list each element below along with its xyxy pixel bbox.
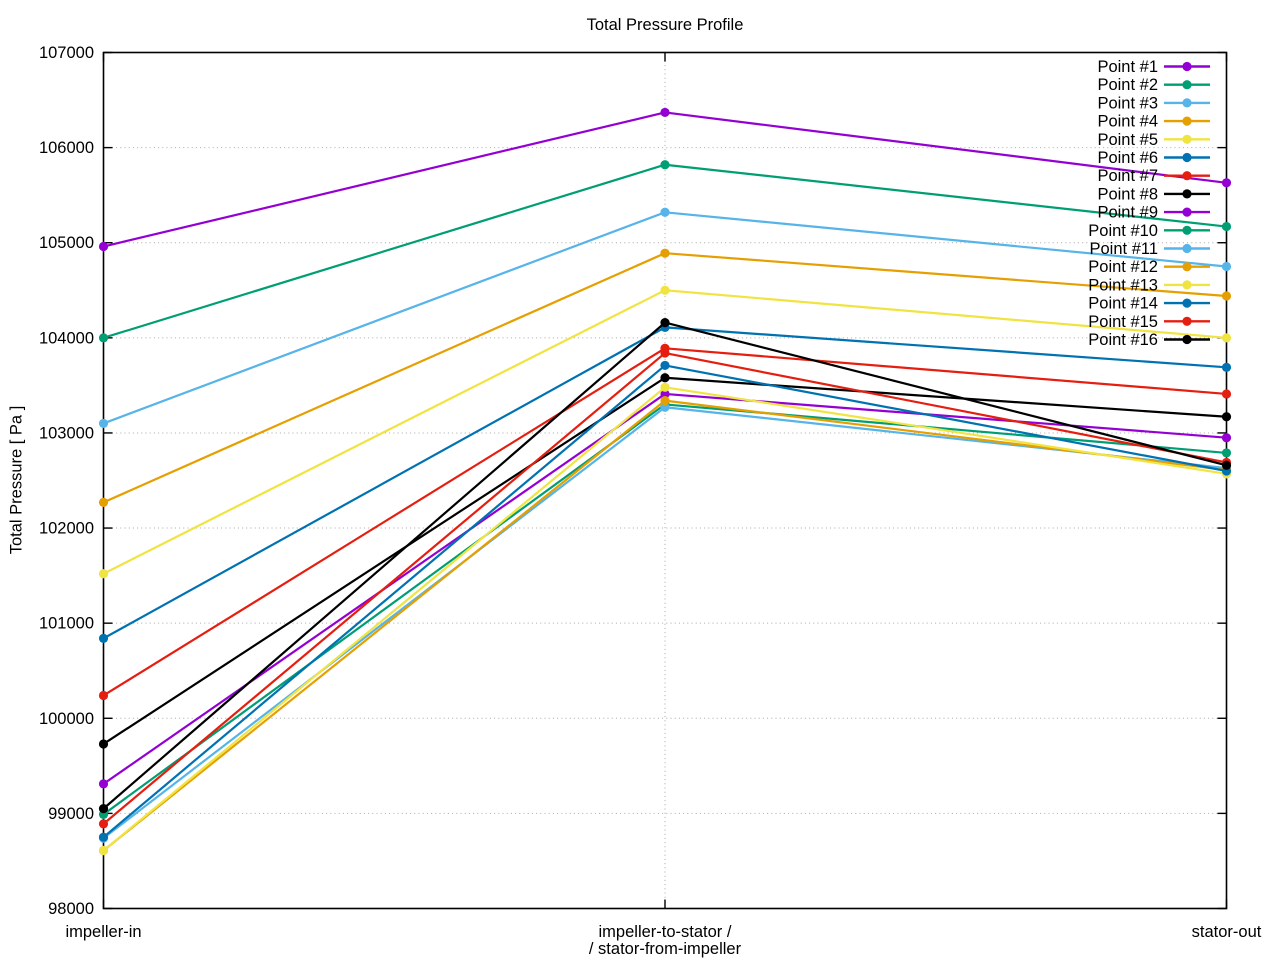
data-point-series5-x1: [660, 285, 670, 295]
y-tick-label-107000: 107000: [39, 44, 94, 62]
data-point-series6-x2: [1221, 362, 1232, 372]
data-point-series4-x0: [98, 497, 109, 507]
series-line-5: [103, 289, 1227, 575]
legend-sample-marker-11: [1182, 243, 1192, 254]
x-tick-label-1-line-0: impeller-to-stator /: [599, 923, 732, 941]
legend-label-6: Point #6: [1097, 149, 1158, 167]
data-point-series3-x0: [98, 418, 109, 429]
series-line-14: [102, 364, 1227, 839]
data-point-series9-x1: [660, 389, 670, 399]
x-tick-label-1-line-1: / stator-from-impeller: [589, 940, 742, 958]
data-point-series1-x2: [1221, 178, 1232, 188]
y-tick-label-98000: 98000: [48, 900, 94, 918]
y-tick-label-104000: 104000: [39, 329, 94, 347]
y-tick-label-100000: 100000: [39, 710, 94, 728]
legend-sample-marker-8: [1182, 189, 1192, 199]
y-tick-label-101000: 101000: [39, 615, 94, 633]
data-point-series11-x1: [660, 402, 670, 412]
legend-sample-marker-1: [1182, 61, 1192, 72]
legend-sample-marker-6: [1182, 152, 1192, 163]
data-point-series2-x0: [98, 333, 109, 343]
y-tick-label-103000: 103000: [39, 424, 94, 442]
legend-sample-marker-12: [1182, 262, 1192, 272]
series-line-12: [102, 399, 1227, 852]
legend-label-14: Point #14: [1088, 295, 1158, 313]
data-point-series10-x2: [1221, 448, 1232, 458]
legend-label-3: Point #3: [1097, 94, 1158, 112]
data-point-series5-x2: [1221, 333, 1232, 343]
legend-sample-marker-14: [1182, 298, 1192, 308]
data-point-series9-x0: [98, 779, 109, 789]
y-axis-title: Total Pressure [ Pa ]: [7, 405, 26, 555]
x-tick-label-2-line-0: stator-out: [1192, 923, 1262, 941]
series-line-13: [102, 386, 1227, 852]
legend-sample-marker-13: [1182, 280, 1192, 290]
legend-label-12: Point #12: [1088, 258, 1158, 276]
legend-sample-marker-4: [1182, 116, 1192, 126]
legend-label-13: Point #13: [1088, 276, 1158, 294]
legend-sample-marker-16: [1182, 334, 1192, 345]
data-point-series15-x1: [660, 348, 670, 358]
legend-label-16: Point #16: [1088, 331, 1158, 349]
data-point-series9-x2: [1221, 433, 1232, 443]
legend-sample-marker-2: [1182, 80, 1192, 90]
legend-label-8: Point #8: [1097, 185, 1158, 203]
data-point-series12-x1: [660, 396, 670, 406]
data-point-series7-x0: [98, 690, 109, 701]
data-point-series14-x1: [660, 360, 670, 371]
data-point-series8-x2: [1221, 412, 1232, 422]
y-tick-label-99000: 99000: [48, 805, 94, 823]
legend-label-2: Point #2: [1097, 76, 1158, 94]
data-point-series3-x1: [660, 207, 670, 217]
data-point-series3-x2: [1221, 261, 1232, 272]
legend-label-7: Point #7: [1097, 167, 1158, 185]
data-point-series8-x0: [98, 739, 109, 749]
legend-label-9: Point #9: [1097, 204, 1158, 222]
legend-sample-marker-3: [1182, 98, 1192, 108]
legend-sample-marker-10: [1182, 225, 1192, 235]
series-line-10: [102, 403, 1227, 816]
data-point-series13-x1: [660, 382, 670, 392]
chart-title: Total Pressure Profile: [586, 16, 744, 34]
legend-label-10: Point #10: [1088, 222, 1158, 240]
legend-sample-marker-5: [1182, 134, 1192, 144]
legend-sample-marker-7: [1182, 171, 1192, 181]
data-point-series16-x1: [660, 318, 670, 328]
data-point-series16-x2: [1221, 460, 1232, 470]
data-point-series15-x0: [98, 819, 109, 829]
data-point-series1-x1: [660, 107, 670, 118]
data-point-series7-x2: [1221, 389, 1232, 399]
data-point-series5-x0: [98, 569, 109, 579]
data-point-series8-x1: [660, 373, 670, 383]
data-point-series1-x0: [98, 241, 109, 252]
y-tick-label-105000: 105000: [39, 234, 94, 252]
data-point-series4-x2: [1221, 291, 1232, 301]
legend-label-5: Point #5: [1097, 131, 1158, 149]
legend-label-4: Point #4: [1097, 113, 1158, 131]
legend-label-11: Point #11: [1090, 240, 1159, 258]
data-point-series16-x0: [98, 804, 109, 814]
legend-sample-marker-15: [1182, 316, 1192, 326]
legend-label-15: Point #15: [1088, 313, 1158, 331]
legend-label-1: Point #1: [1097, 58, 1158, 76]
x-tick-label-0-line-0: impeller-in: [65, 923, 141, 941]
data-point-series4-x1: [660, 248, 670, 258]
data-point-series2-x1: [660, 160, 670, 170]
y-tick-label-102000: 102000: [39, 520, 94, 538]
legend-sample-marker-9: [1182, 207, 1192, 217]
y-tick-label-106000: 106000: [39, 139, 94, 157]
data-point-series6-x0: [98, 633, 109, 643]
data-point-series13-x0: [98, 845, 109, 856]
data-point-series2-x2: [1221, 221, 1232, 232]
data-point-series14-x0: [98, 832, 109, 842]
